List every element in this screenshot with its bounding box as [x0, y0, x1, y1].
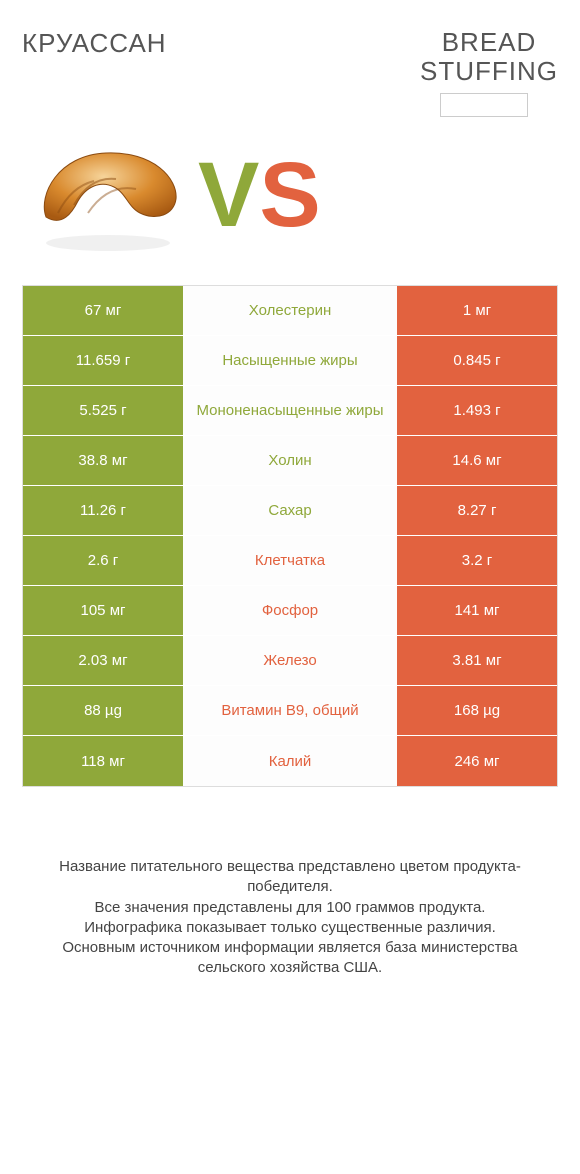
nutrient-label: Фосфор — [183, 586, 397, 635]
value-left: 105 мг — [23, 586, 183, 635]
infographic-page: КРУАССАН BREAD STUFFING — [0, 0, 580, 999]
title-right-line2: STUFFING — [420, 56, 558, 86]
value-right: 3.81 мг — [397, 636, 557, 685]
nutrient-label: Холестерин — [183, 286, 397, 335]
nutrient-label: Холин — [183, 436, 397, 485]
croissant-icon — [28, 135, 188, 255]
footnote-line: Основным источником информации является … — [30, 938, 550, 979]
table-row: 5.525 гМононенасыщенные жиры1.493 г — [23, 386, 557, 436]
vs-label: VS — [198, 143, 321, 248]
nutrient-label: Витамин B9, общий — [183, 686, 397, 735]
table-row: 38.8 мгХолин14.6 мг — [23, 436, 557, 486]
nutrient-label: Калий — [183, 736, 397, 786]
footnote-line: Все значения представлены для 100 граммо… — [30, 898, 550, 918]
title-left: КРУАССАН — [22, 28, 167, 59]
image-placeholder-right — [440, 93, 528, 117]
table-row: 67 мгХолестерин1 мг — [23, 286, 557, 336]
value-left: 11.659 г — [23, 336, 183, 385]
value-right: 141 мг — [397, 586, 557, 635]
footnotes: Название питательного вещества представл… — [22, 857, 558, 979]
value-left: 5.525 г — [23, 386, 183, 435]
table-row: 11.26 гСахар8.27 г — [23, 486, 557, 536]
value-right: 1.493 г — [397, 386, 557, 435]
value-left: 88 µg — [23, 686, 183, 735]
vs-v: V — [198, 144, 259, 246]
table-row: 88 µgВитамин B9, общий168 µg — [23, 686, 557, 736]
value-left: 38.8 мг — [23, 436, 183, 485]
table-row: 118 мгКалий246 мг — [23, 736, 557, 786]
nutrient-label: Насыщенные жиры — [183, 336, 397, 385]
value-right: 3.2 г — [397, 536, 557, 585]
nutrient-label: Клетчатка — [183, 536, 397, 585]
value-left: 11.26 г — [23, 486, 183, 535]
value-right: 1 мг — [397, 286, 557, 335]
title-right-line1: BREAD — [442, 27, 537, 57]
value-right: 168 µg — [397, 686, 557, 735]
value-right: 14.6 мг — [397, 436, 557, 485]
footnote-line: Название питательного вещества представл… — [30, 857, 550, 898]
hero-row: VS — [22, 135, 558, 255]
table-row: 105 мгФосфор141 мг — [23, 586, 557, 636]
value-left: 118 мг — [23, 736, 183, 786]
value-left: 67 мг — [23, 286, 183, 335]
nutrient-label: Сахар — [183, 486, 397, 535]
vs-s: S — [259, 144, 320, 246]
comparison-table: 67 мгХолестерин1 мг11.659 гНасыщенные жи… — [22, 285, 558, 787]
footnote-line: Инфографика показывает только существенн… — [30, 918, 550, 938]
table-row: 2.6 гКлетчатка3.2 г — [23, 536, 557, 586]
value-left: 2.6 г — [23, 536, 183, 585]
value-right: 246 мг — [397, 736, 557, 786]
value-right: 0.845 г — [397, 336, 557, 385]
nutrient-label: Железо — [183, 636, 397, 685]
table-row: 11.659 гНасыщенные жиры0.845 г — [23, 336, 557, 386]
value-right: 8.27 г — [397, 486, 557, 535]
title-right: BREAD STUFFING — [420, 28, 558, 85]
title-row: КРУАССАН BREAD STUFFING — [22, 28, 558, 85]
table-row: 2.03 мгЖелезо3.81 мг — [23, 636, 557, 686]
value-left: 2.03 мг — [23, 636, 183, 685]
nutrient-label: Мононенасыщенные жиры — [183, 386, 397, 435]
